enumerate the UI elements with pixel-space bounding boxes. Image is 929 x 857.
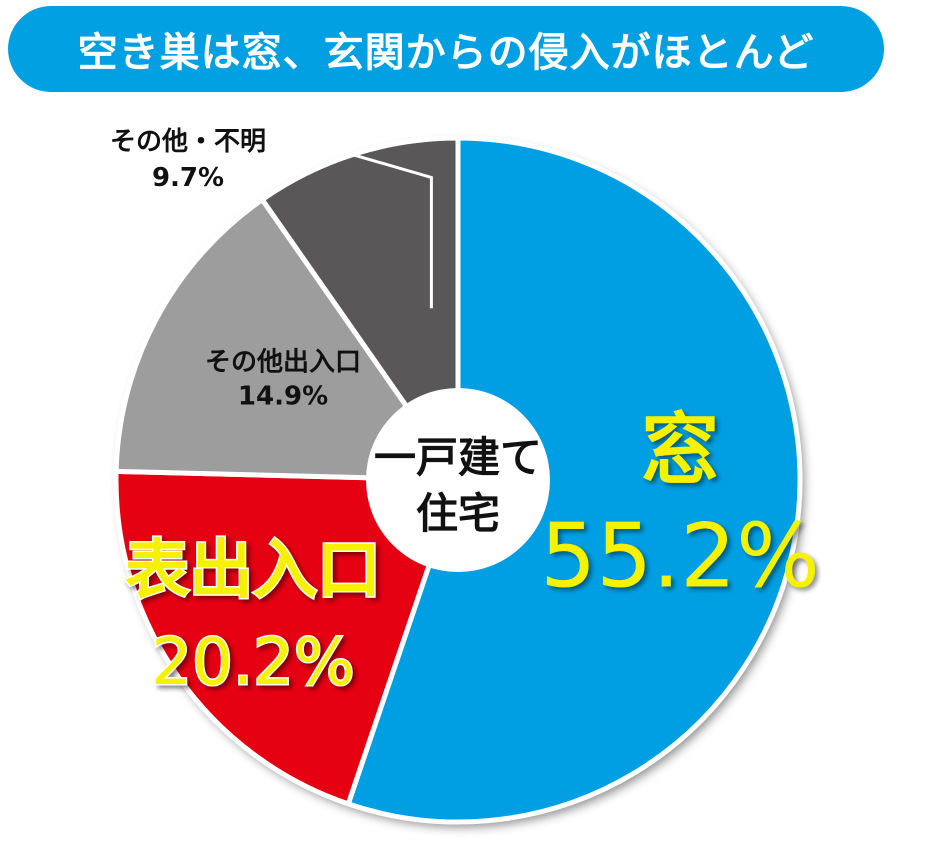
slice-value-1: 20.2%: [151, 626, 354, 700]
slice-label-1: 表出入口: [125, 534, 381, 608]
title-banner: 空き巣は窓、玄関からの侵入がほとんど: [8, 6, 884, 92]
slice-value-0: 55.2%: [540, 505, 820, 608]
pie-slice-0: [345, 135, 803, 825]
slice-label-3: その他・不明: [110, 127, 266, 157]
slice-value-2: 14.9%: [238, 382, 328, 412]
pie-slice-3: [259, 135, 461, 483]
pie-slice-1: [113, 468, 461, 807]
chart-title: 空き巣は窓、玄関からの侵入がほとんど: [77, 30, 815, 76]
slice-label-0: 窓: [641, 406, 719, 496]
leader-line: [320, 144, 433, 309]
pie-slice-2: [113, 197, 461, 483]
center-label-line-1: 住宅: [416, 489, 500, 538]
slice-value-3: 9.7%: [152, 163, 224, 193]
center-label-line-0: 一戸建て: [374, 433, 542, 482]
slice-label-2: その他出入口: [205, 348, 361, 378]
pie-center-hole: [366, 388, 550, 572]
